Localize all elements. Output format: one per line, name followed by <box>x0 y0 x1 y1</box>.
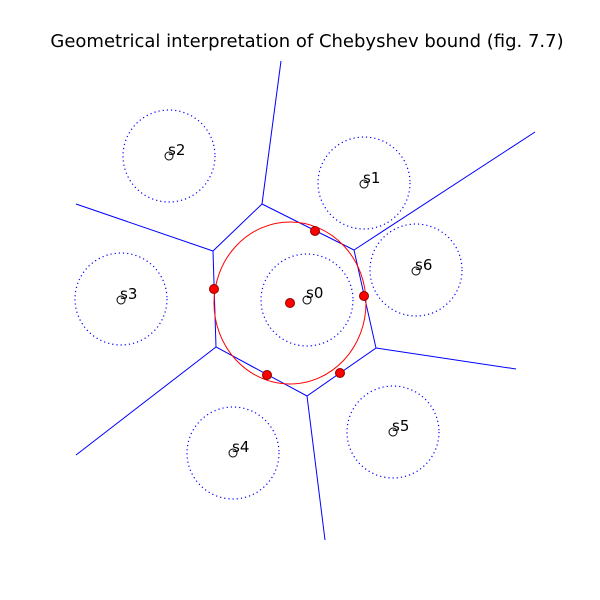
voronoi-ray <box>75 346 217 456</box>
touch-point <box>359 291 369 301</box>
noise-circle-s3 <box>74 252 168 346</box>
touch-point <box>262 370 272 380</box>
noise-circle-s0 <box>260 253 354 347</box>
signal-point-s2 <box>164 151 174 161</box>
signal-point-s1 <box>359 179 369 189</box>
voronoi-diagram <box>75 60 536 541</box>
touch-point <box>310 226 320 236</box>
voronoi-cell-s0 <box>212 203 377 397</box>
signal-point-s3 <box>116 295 126 305</box>
point-label-s2: s2 <box>168 141 185 159</box>
voronoi-ray <box>75 203 214 252</box>
noise-circle-s4 <box>186 406 280 500</box>
signal-point-s5 <box>388 427 398 437</box>
signal-point-s0 <box>302 295 312 305</box>
noise-circle-s2 <box>122 109 216 203</box>
touch-point <box>335 368 345 378</box>
signal-point-s6 <box>411 266 421 276</box>
point-labels: s0 s1 s2 s3 s4 s5 s6 <box>120 141 432 456</box>
point-label-s0: s0 <box>306 284 323 302</box>
point-label-s1: s1 <box>363 169 380 187</box>
noise-circle-s6 <box>369 223 463 317</box>
signal-point-s4 <box>228 448 238 458</box>
voronoi-ray <box>261 60 282 205</box>
point-label-s6: s6 <box>415 256 432 274</box>
noise-circles <box>74 109 463 500</box>
voronoi-ray <box>306 395 326 541</box>
chebyshev-ellipse <box>213 221 367 385</box>
voronoi-ray <box>353 131 536 251</box>
signal-points <box>116 151 421 458</box>
center-point <box>285 298 295 308</box>
point-label-s4: s4 <box>232 438 249 456</box>
figure-title: Geometrical interpretation of Chebyshev … <box>50 31 563 52</box>
touch-point <box>209 284 219 294</box>
noise-circle-s1 <box>317 136 411 230</box>
point-label-s3: s3 <box>120 285 137 303</box>
touch-points <box>209 226 369 380</box>
noise-circle-s5 <box>346 385 440 479</box>
point-label-s5: s5 <box>392 417 409 435</box>
voronoi-ray <box>375 347 517 370</box>
